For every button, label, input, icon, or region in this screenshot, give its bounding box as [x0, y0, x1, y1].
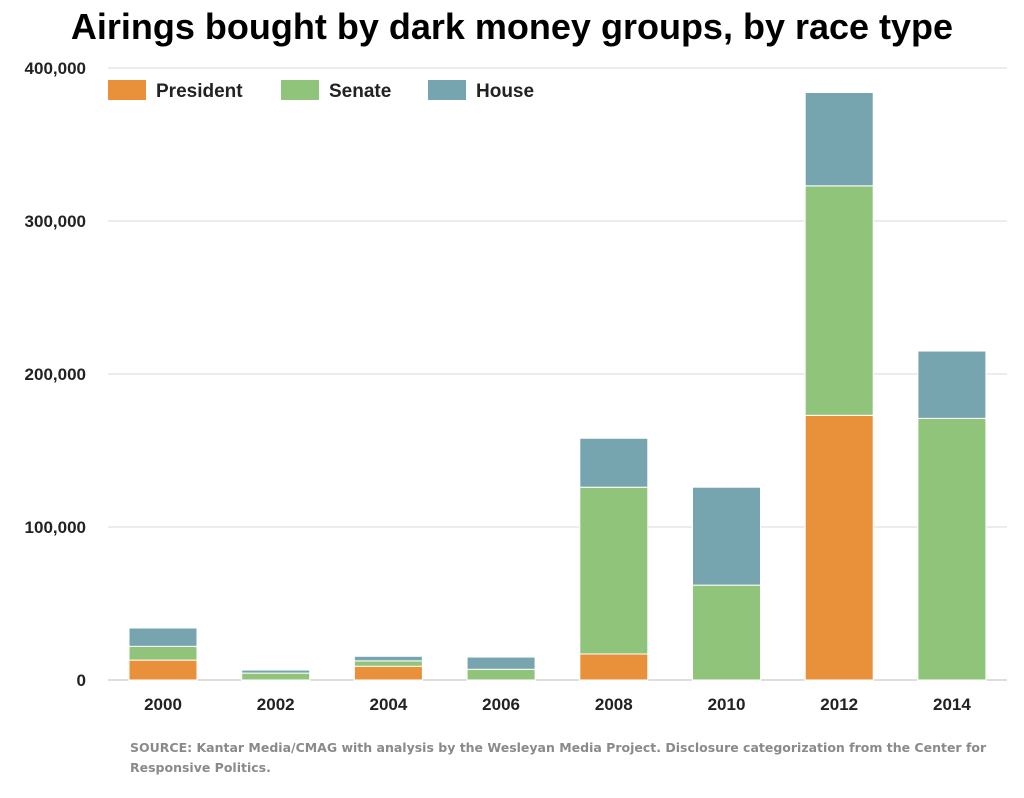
- bar-senate-2014: [917, 417, 987, 681]
- x-tick-label: 2000: [144, 695, 182, 714]
- bar-senate-2012: [804, 185, 874, 416]
- x-tick-label: 2010: [708, 695, 746, 714]
- legend: President Senate House: [108, 80, 534, 102]
- y-axis-tick-labels: 0 100,000 200,000 300,000 400,000: [25, 59, 86, 690]
- x-tick-label: 2012: [820, 695, 858, 714]
- source-note: SOURCE: Kantar Media/CMAG with analysis …: [130, 740, 987, 775]
- bar-house-2012: [804, 91, 874, 187]
- bar-house-2006: [466, 656, 536, 670]
- legend-swatch-house: [428, 80, 466, 100]
- bar-house-2002: [241, 669, 311, 674]
- bar-senate-2006: [466, 668, 536, 681]
- legend-swatch-senate: [281, 80, 319, 100]
- bar-house-2014: [917, 350, 987, 419]
- y-tick-label: 400,000: [25, 59, 86, 78]
- x-tick-label: 2006: [482, 695, 520, 714]
- bar-senate-2000: [128, 645, 198, 661]
- y-tick-label: 300,000: [25, 212, 86, 231]
- bar-house-2008: [579, 437, 649, 488]
- x-tick-label: 2014: [933, 695, 971, 714]
- y-tick-label: 0: [77, 671, 86, 690]
- bar-president-2008: [579, 653, 649, 681]
- bar-senate-2008: [579, 486, 649, 655]
- legend-swatch-president: [108, 80, 146, 100]
- x-axis-tick-labels: 2000 2002 2004 2006 2008 2010 2012 2014: [144, 695, 971, 714]
- bar-senate-2004: [353, 660, 423, 667]
- bar-house-2004: [353, 655, 423, 662]
- bar-senate-2010: [692, 584, 761, 681]
- bar-president-2004: [353, 665, 423, 681]
- bar-house-2010: [692, 486, 761, 586]
- bar-president-2012: [804, 414, 874, 681]
- bars: [128, 91, 987, 681]
- legend-label-senate: Senate: [329, 81, 391, 102]
- y-tick-label: 100,000: [25, 518, 86, 537]
- legend-label-house: House: [476, 81, 534, 102]
- legend-label-president: President: [156, 81, 243, 102]
- chart-title: Airings bought by dark money groups, by …: [70, 6, 954, 47]
- x-tick-label: 2004: [369, 695, 407, 714]
- y-tick-label: 200,000: [25, 365, 86, 384]
- x-tick-label: 2002: [257, 695, 295, 714]
- bar-president-2000: [128, 659, 198, 681]
- bar-senate-2002: [241, 672, 311, 681]
- x-tick-label: 2008: [595, 695, 633, 714]
- bar-house-2000: [128, 627, 198, 647]
